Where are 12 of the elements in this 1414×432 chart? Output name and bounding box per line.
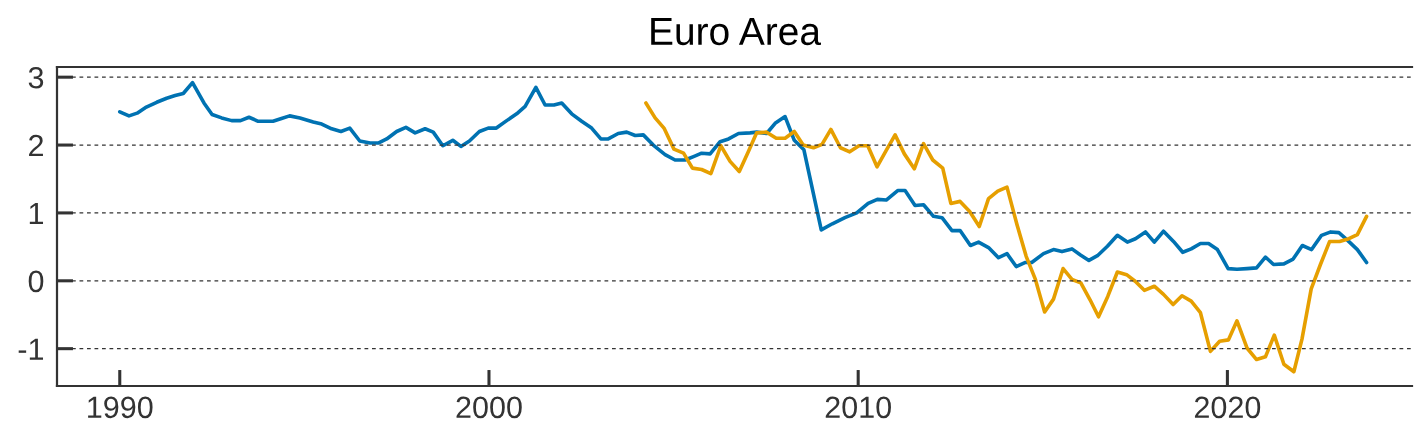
x-tick-label: 1990	[88, 396, 153, 419]
y-tick-label: 2	[29, 134, 43, 157]
line-series	[644, 101, 1369, 374]
y-tick-label: 1	[29, 202, 44, 224]
x-tick-label: 2020	[1194, 396, 1261, 419]
y-tick-label: 0	[28, 270, 44, 293]
chart-title: Euro Area	[651, 18, 821, 46]
x-tick-label: 2010	[825, 396, 891, 419]
y-tick-label: -1	[18, 338, 44, 360]
x-tick-label: 2000	[456, 396, 522, 419]
line-series	[117, 80, 1369, 272]
y-tick-label: 3	[28, 66, 44, 89]
